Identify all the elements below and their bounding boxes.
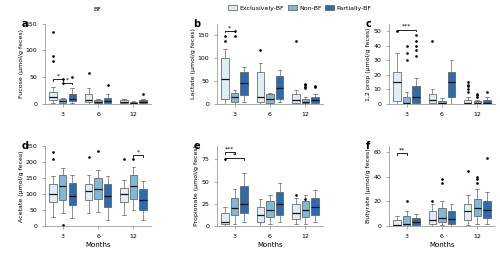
PathPatch shape [59, 175, 66, 200]
Y-axis label: 1,2 prop (µmol/g feces): 1,2 prop (µmol/g feces) [366, 27, 372, 101]
PathPatch shape [483, 201, 490, 218]
PathPatch shape [222, 58, 229, 99]
PathPatch shape [240, 186, 248, 213]
PathPatch shape [428, 94, 436, 103]
PathPatch shape [302, 201, 309, 217]
PathPatch shape [120, 188, 128, 202]
Text: a: a [22, 19, 28, 29]
Text: **: ** [398, 148, 405, 153]
Text: *: * [233, 153, 236, 158]
PathPatch shape [231, 93, 238, 102]
PathPatch shape [50, 184, 57, 202]
PathPatch shape [256, 72, 264, 102]
PathPatch shape [68, 94, 76, 101]
PathPatch shape [394, 72, 400, 101]
Y-axis label: Propionate (µmol/g feces): Propionate (µmol/g feces) [194, 145, 200, 226]
PathPatch shape [104, 184, 112, 207]
PathPatch shape [412, 218, 420, 225]
Legend: Exclusively-BF, Non-BF, Partially-BF: Exclusively-BF, Non-BF, Partially-BF [226, 3, 374, 13]
PathPatch shape [403, 216, 410, 226]
Text: ***: *** [225, 146, 234, 151]
Y-axis label: Acetate (µmol/g feces): Acetate (µmol/g feces) [18, 150, 24, 222]
PathPatch shape [50, 92, 57, 100]
X-axis label: Months: Months [429, 242, 454, 247]
Text: *: * [56, 74, 59, 79]
PathPatch shape [311, 198, 318, 215]
PathPatch shape [302, 99, 309, 103]
PathPatch shape [85, 94, 92, 102]
PathPatch shape [130, 102, 137, 104]
PathPatch shape [483, 100, 490, 104]
PathPatch shape [266, 94, 274, 103]
PathPatch shape [394, 220, 400, 226]
PathPatch shape [276, 192, 283, 215]
PathPatch shape [120, 100, 128, 104]
X-axis label: Months: Months [86, 242, 111, 247]
PathPatch shape [448, 72, 455, 97]
PathPatch shape [68, 183, 76, 205]
PathPatch shape [474, 101, 481, 104]
Text: d: d [22, 141, 29, 151]
PathPatch shape [140, 189, 146, 210]
PathPatch shape [448, 211, 455, 224]
Text: ***: *** [402, 24, 411, 29]
Text: b: b [194, 19, 200, 29]
PathPatch shape [85, 184, 92, 200]
PathPatch shape [222, 213, 229, 224]
PathPatch shape [412, 87, 420, 103]
PathPatch shape [403, 97, 410, 104]
Text: BF: BF [94, 7, 102, 12]
PathPatch shape [94, 178, 102, 199]
PathPatch shape [438, 208, 446, 222]
Y-axis label: Fucose (µmol/g feces): Fucose (µmol/g feces) [18, 29, 24, 98]
PathPatch shape [231, 198, 238, 215]
PathPatch shape [59, 99, 66, 103]
Y-axis label: Lactate (µmol/g feces): Lactate (µmol/g feces) [190, 28, 196, 99]
PathPatch shape [438, 101, 446, 104]
PathPatch shape [240, 72, 248, 95]
PathPatch shape [104, 98, 112, 103]
PathPatch shape [428, 211, 436, 224]
Text: c: c [366, 19, 372, 29]
PathPatch shape [474, 199, 481, 216]
Y-axis label: Butyrate (µmol/g feces): Butyrate (µmol/g feces) [366, 149, 372, 223]
PathPatch shape [292, 204, 300, 219]
PathPatch shape [130, 175, 137, 199]
PathPatch shape [140, 100, 146, 104]
PathPatch shape [256, 206, 264, 222]
Text: *: * [228, 25, 232, 30]
PathPatch shape [292, 94, 300, 103]
X-axis label: Months: Months [257, 242, 283, 247]
Text: f: f [366, 141, 370, 151]
PathPatch shape [464, 100, 471, 104]
PathPatch shape [94, 100, 102, 104]
Text: *: * [136, 150, 140, 155]
Text: *: * [66, 77, 69, 82]
PathPatch shape [311, 97, 318, 103]
Text: e: e [194, 141, 200, 151]
PathPatch shape [266, 201, 274, 217]
PathPatch shape [464, 204, 471, 220]
PathPatch shape [276, 75, 283, 99]
